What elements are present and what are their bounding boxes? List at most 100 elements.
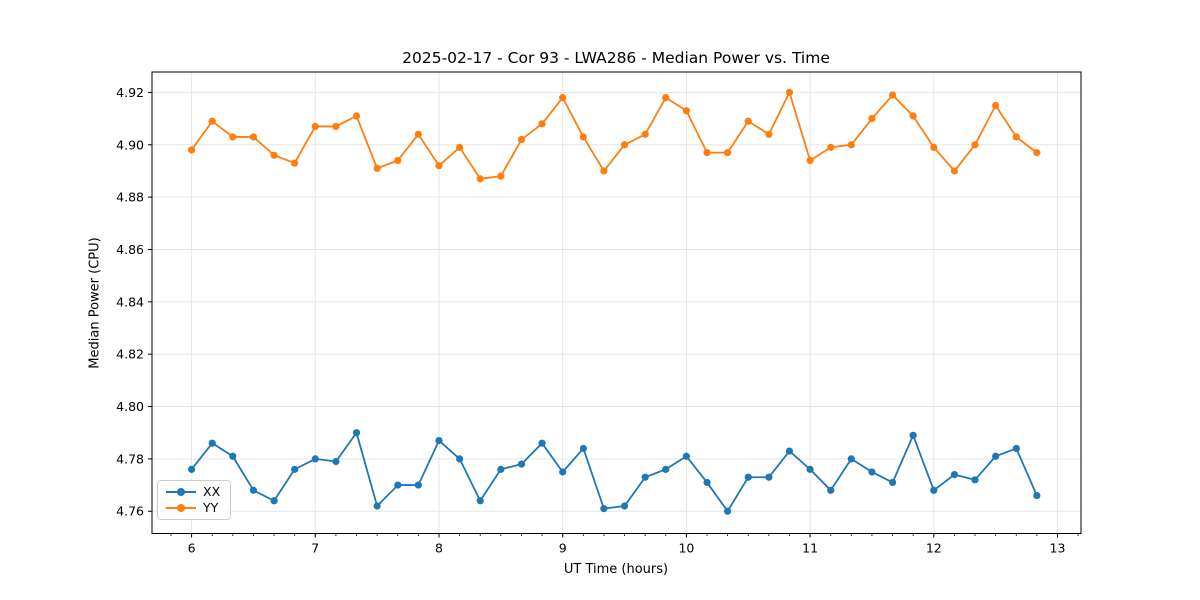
data-point-marker — [909, 431, 917, 439]
y-axis-label: Median Power (CPU) — [87, 237, 103, 369]
series-yy — [187, 88, 1041, 183]
data-point-marker — [785, 88, 794, 97]
data-point-marker — [971, 476, 979, 484]
data-point-marker — [827, 143, 835, 151]
svg-text:4.78: 4.78 — [116, 451, 144, 466]
series-xx — [187, 429, 1041, 515]
data-point-marker — [765, 473, 773, 481]
data-point-marker — [270, 151, 278, 159]
data-point-marker — [373, 502, 381, 510]
data-point-marker — [249, 486, 258, 494]
data-point-marker — [744, 117, 752, 125]
y-axis-ticks: 4.76 4.78 4.80 4.82 4.84 4.86 4.88 4.90 4.92 — [116, 85, 152, 519]
data-point-marker — [909, 112, 917, 120]
data-point-marker — [270, 497, 278, 505]
data-point-marker — [414, 481, 422, 489]
plot-border — [151, 71, 1082, 534]
data-point-marker — [291, 465, 299, 473]
data-point-marker — [971, 141, 979, 149]
data-point-marker — [435, 436, 443, 445]
data-point-marker — [1012, 133, 1020, 141]
data-point-marker — [291, 159, 299, 167]
data-point-marker — [456, 143, 464, 151]
data-point-marker — [414, 130, 422, 138]
data-point-marker — [456, 455, 464, 463]
data-point-marker — [620, 502, 629, 510]
data-point-marker — [930, 486, 938, 494]
svg-text:10: 10 — [678, 541, 694, 556]
legend-line-marker-icon — [166, 487, 196, 497]
data-point-marker — [662, 94, 670, 102]
data-point-marker — [187, 146, 196, 154]
data-point-marker — [765, 130, 773, 138]
data-point-marker — [229, 452, 237, 460]
chart-title: 2025-02-17 - Cor 93 - LWA286 - Median Po… — [402, 49, 830, 67]
data-point-marker — [662, 465, 670, 473]
data-point-marker — [682, 452, 690, 460]
svg-text:4.88: 4.88 — [116, 190, 144, 205]
series-line — [190, 431, 1038, 513]
data-point-marker — [373, 164, 381, 172]
data-point-marker — [868, 468, 876, 476]
data-point-marker — [394, 481, 402, 489]
svg-text:6: 6 — [188, 541, 196, 556]
data-point-marker — [1033, 149, 1041, 157]
data-point-marker — [579, 133, 587, 141]
data-point-marker — [806, 156, 814, 165]
svg-text:4.80: 4.80 — [116, 399, 144, 414]
svg-text:8: 8 — [435, 541, 443, 556]
data-point-marker — [208, 117, 216, 125]
data-point-marker — [332, 457, 340, 466]
data-point-marker — [785, 447, 794, 455]
data-point-marker — [476, 497, 484, 505]
legend-label: XX — [203, 484, 221, 499]
data-point-marker — [497, 465, 505, 473]
data-point-marker — [847, 455, 855, 463]
data-point-marker — [744, 473, 752, 481]
svg-text:12: 12 — [926, 541, 942, 556]
data-point-marker — [723, 149, 732, 157]
data-point-marker — [600, 505, 608, 513]
data-point-marker — [723, 507, 732, 515]
svg-text:4.90: 4.90 — [116, 137, 144, 152]
data-point-marker — [517, 460, 526, 468]
svg-text:9: 9 — [559, 541, 567, 556]
data-point-marker — [332, 122, 340, 131]
svg-text:4.86: 4.86 — [116, 242, 144, 257]
data-point-marker — [682, 107, 690, 115]
data-point-marker — [806, 465, 814, 473]
legend-label: YY — [203, 499, 219, 515]
data-point-marker — [1012, 444, 1020, 453]
svg-text:4.82: 4.82 — [116, 347, 144, 362]
data-point-marker — [311, 455, 319, 463]
x-axis-ticks: 6 7 8 9 10 11 12 13 — [188, 533, 1065, 556]
data-point-marker — [868, 114, 876, 123]
legend: XX YY — [157, 480, 232, 520]
data-point-marker — [249, 133, 258, 141]
data-point-marker — [950, 167, 959, 175]
legend-line-marker-icon — [166, 503, 196, 513]
svg-text:4.76: 4.76 — [116, 504, 144, 519]
data-point-marker — [187, 465, 196, 473]
svg-text:11: 11 — [802, 541, 818, 556]
svg-text:4.92: 4.92 — [116, 85, 144, 100]
data-point-marker — [559, 468, 567, 476]
data-point-marker — [229, 133, 237, 141]
data-point-marker — [600, 167, 608, 175]
data-point-marker — [827, 486, 835, 494]
data-point-marker — [311, 122, 319, 131]
data-point-marker — [579, 444, 587, 453]
data-point-marker — [435, 162, 443, 170]
data-point-marker — [889, 91, 897, 99]
svg-text:7: 7 — [311, 541, 319, 556]
data-point-marker — [950, 471, 959, 479]
data-point-marker — [538, 439, 546, 447]
legend-item-yy: YY — [166, 499, 220, 515]
data-point-marker — [930, 143, 938, 151]
data-point-marker — [641, 473, 649, 481]
legend-item-xx: XX — [166, 484, 221, 499]
data-point-marker — [1033, 491, 1041, 500]
data-point-marker — [703, 478, 711, 487]
